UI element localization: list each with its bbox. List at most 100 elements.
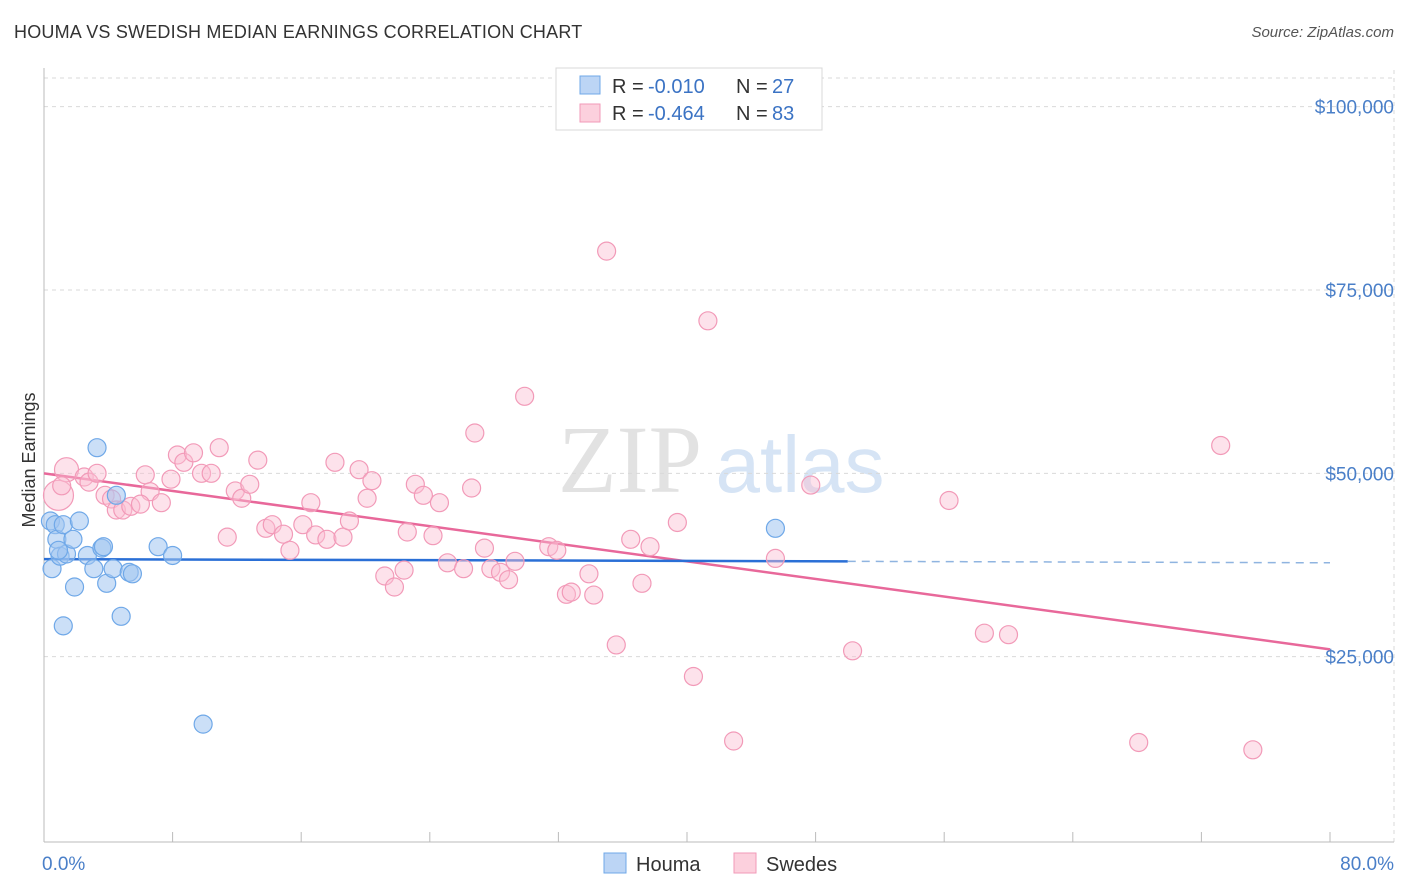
houma-point-21 (122, 564, 143, 584)
swedes-point-74 (842, 641, 863, 661)
swedes-point-44 (413, 485, 433, 505)
swedes-point-56 (515, 386, 535, 406)
bottom-legend-swedes-swatch (733, 852, 757, 874)
swedes-point-23 (240, 474, 260, 494)
houma-point-10 (69, 511, 89, 531)
houma-point-15 (93, 537, 114, 557)
swedes-point-33 (325, 452, 345, 472)
swedes-point-24 (248, 450, 268, 470)
swedes-point-67 (640, 537, 660, 557)
legend-houma-swatch (579, 75, 601, 95)
swedes-point-75 (939, 490, 959, 511)
bottom-legend-swedes-label: Swedes (766, 854, 837, 876)
swedes-point-73 (801, 475, 821, 495)
houma-point-26 (48, 540, 69, 560)
houma-point-25 (765, 518, 786, 538)
houma-point-22 (148, 537, 168, 557)
houma-point-19 (111, 606, 131, 626)
swedes-point-31 (306, 525, 326, 545)
swedes-point-39 (375, 566, 395, 586)
swedes-point-59 (556, 584, 577, 604)
swedes-point-45 (423, 526, 443, 546)
swedes-point-66 (632, 573, 652, 593)
swedes-point-20 (217, 527, 237, 547)
swedes-point-65 (621, 529, 641, 549)
swedes-point-71 (724, 731, 744, 751)
chart-title: HOUMA VS SWEDISH MEDIAN EARNINGS CORRELA… (14, 22, 583, 42)
swedes-point-60 (561, 582, 581, 602)
swedes-point-62 (584, 585, 604, 605)
houma-point-18 (106, 485, 126, 505)
chart-source: Source: ZipAtlas.com (1251, 24, 1394, 41)
swedes-point-34 (333, 527, 353, 547)
swedes-point-69 (683, 666, 704, 687)
houma-point-13 (87, 438, 107, 458)
swedes-point-19 (209, 438, 229, 458)
swedes-point-0 (42, 479, 75, 511)
x-tick-label-max: 80.0% (1340, 854, 1394, 875)
swedes-point-28 (280, 540, 300, 560)
legend-swedes-swatch (579, 103, 601, 123)
top-legend: R = -0.010 N = 27 R = -0.464 N = 83 (555, 67, 823, 131)
legend-houma-r-label: R = (612, 76, 644, 98)
bottom-legend: Houma Swedes (603, 852, 837, 876)
swedes-point-58 (547, 540, 567, 560)
swedes-point-81 (52, 476, 72, 496)
swedes-point-30 (301, 493, 321, 513)
y-axis-title: Median Earnings (19, 392, 39, 527)
y-tick-label-50000: $50,000 (1325, 464, 1394, 485)
swedes-point-16 (183, 443, 204, 463)
swedes-point-55 (505, 551, 525, 571)
legend-houma-n-label: N = (736, 76, 768, 98)
watermark-atlas: atlas (716, 420, 885, 509)
houma-point-7 (53, 616, 73, 636)
swedes-point-50 (465, 423, 485, 443)
swedes-point-61 (579, 564, 599, 584)
data-points (40, 241, 1263, 760)
bottom-legend-houma-swatch (603, 852, 627, 874)
y-tick-label-25000: $25,000 (1325, 648, 1394, 669)
swedes-point-29 (293, 515, 313, 535)
houma-point-12 (84, 559, 104, 579)
houma-point-23 (163, 545, 183, 566)
swedes-point-72 (765, 548, 786, 569)
swedes-point-25 (256, 518, 276, 538)
swedes-point-82 (130, 494, 151, 514)
houma-point-8 (63, 529, 83, 549)
swedes-point-35 (339, 511, 360, 531)
legend-swedes-n-value: 83 (772, 103, 794, 125)
x-tick-label-min: 0.0% (42, 854, 85, 875)
swedes-point-13 (161, 469, 181, 489)
axes (43, 68, 1394, 843)
swedes-point-46 (429, 493, 450, 513)
houma-point-24 (193, 714, 213, 734)
swedes-point-64 (606, 635, 626, 655)
swedes-point-80 (1243, 740, 1263, 760)
swedes-point-41 (394, 560, 414, 580)
swedes-point-49 (461, 478, 482, 498)
swedes-point-38 (362, 471, 382, 491)
swedes-point-42 (397, 522, 417, 542)
swedes-point-51 (474, 538, 495, 558)
legend-swedes-n-label: N = (736, 103, 768, 125)
swedes-point-53 (490, 562, 511, 582)
swedes-point-79 (1211, 435, 1231, 456)
swedes-point-70 (698, 311, 718, 331)
swedes-point-14 (167, 445, 188, 465)
y-tick-label-75000: $75,000 (1325, 281, 1394, 302)
swedes-point-40 (384, 577, 405, 597)
swedes-point-32 (317, 529, 337, 549)
legend-houma-r-value: -0.010 (648, 76, 705, 98)
swedes-point-43 (405, 474, 425, 494)
swedes-point-48 (453, 559, 474, 579)
watermark: ZIP atlas (558, 406, 884, 513)
swedes-point-17 (191, 463, 212, 483)
swedes-point-68 (667, 512, 687, 533)
tick-labels: $25,000 $50,000 $75,000 $100,000 0.0% 80.0% (42, 98, 1394, 875)
swedes-point-78 (1129, 732, 1149, 753)
swedes-point-37 (357, 488, 377, 508)
legend-swedes-r-value: -0.464 (648, 103, 705, 125)
swedes-point-4 (87, 463, 107, 483)
swedes-point-52 (481, 559, 501, 579)
